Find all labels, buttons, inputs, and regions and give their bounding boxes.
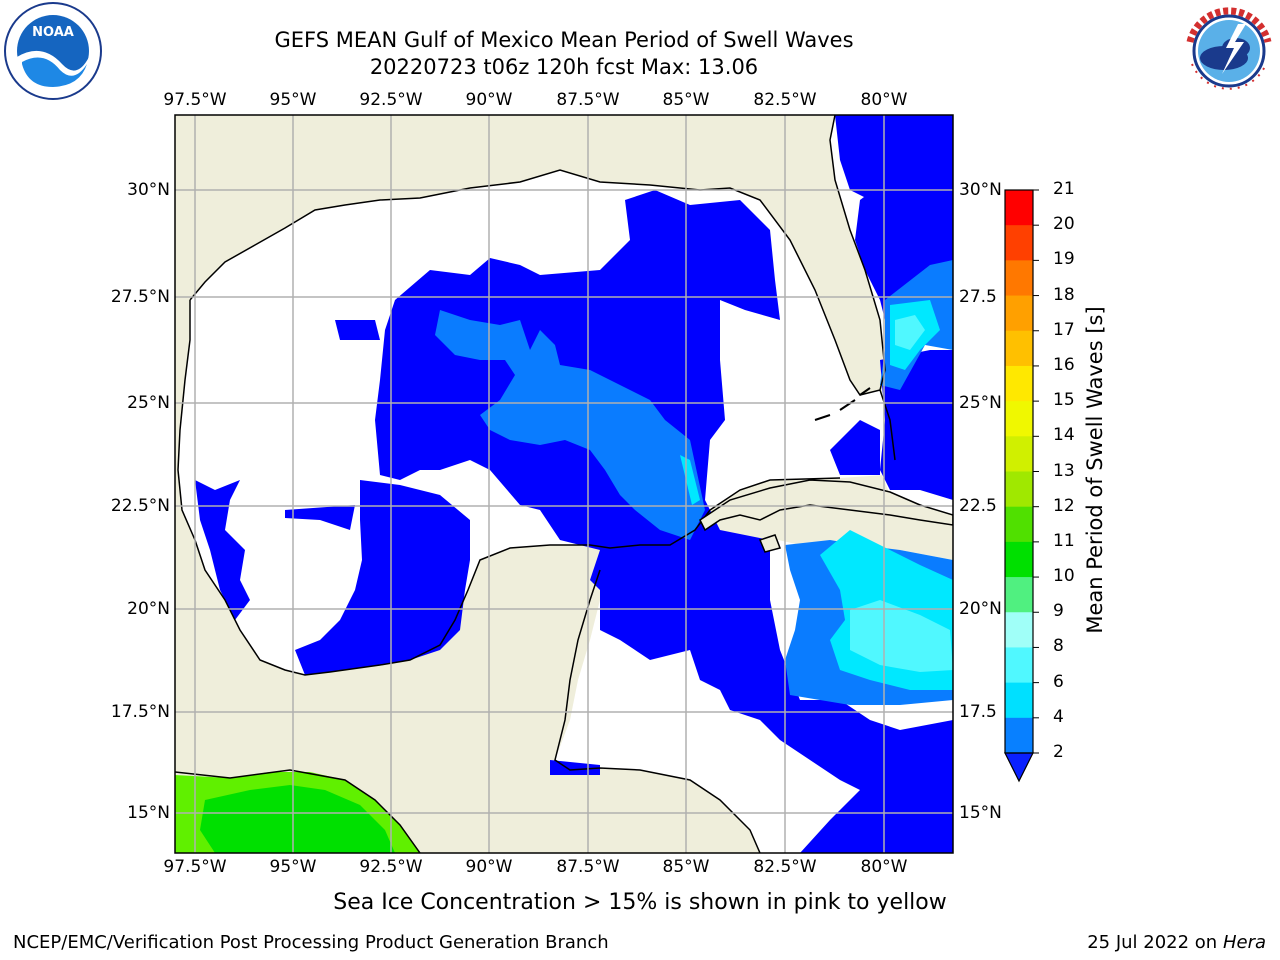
colorbar-tick-label: 19 [1053,249,1075,270]
lat-label-left: 25°N [127,393,170,413]
colorbar-tick-label: 15 [1053,390,1075,411]
swell-cyan-yucatan [680,455,700,505]
lat-label-left: 22.5°N [110,496,170,516]
colorbar-tick-label: 4 [1053,706,1064,727]
lat-label-left: 20°N [127,599,170,619]
colorbar-label: Mean Period of Swell Waves [s] [1083,306,1107,634]
lat-label-right: 30°N [959,180,1002,200]
lon-label-top: 82.5°W [753,90,817,110]
lon-label-top: 97.5°W [163,90,227,110]
map-frame [174,114,954,854]
swell-darkgreen-pacific [200,785,395,853]
colorbar-band [1005,506,1033,543]
colorbar-tick-label: 11 [1053,530,1075,551]
lon-label-bottom: 95°W [269,857,317,877]
colorbar-band [1005,541,1033,578]
swell-blue-atlantic [835,115,953,320]
swell-blue-west [295,480,470,675]
colorbar-band [1005,577,1033,613]
colorbar-band [1005,225,1033,261]
lon-label-bottom: 92.5°W [359,857,423,877]
colorbar-tick-label: 13 [1053,460,1075,481]
lon-label-top: 87.5°W [556,90,620,110]
cuba-outline [699,479,953,532]
colorbar-tick-label: 9 [1053,601,1064,622]
colorbar-band [1005,365,1033,402]
colorbar-tick-label: 12 [1053,495,1075,516]
lat-label-right: 25°N [959,393,1002,413]
lon-label-top: 92.5°W [359,90,423,110]
colorbar-band [1005,295,1033,332]
colorbar-tick-label: 16 [1053,354,1075,375]
colorbar-tick-label: 10 [1053,566,1075,587]
noaa-logo-text: NOAA [32,25,74,40]
sea-ice-note: Sea Ice Concentration > 15% is shown in … [333,890,947,915]
lon-label-bottom: 87.5°W [556,857,620,877]
lat-label-right: 15°N [959,803,1002,823]
colorbar-band [1005,682,1033,719]
lon-label-bottom: 90°W [465,857,513,877]
swell-lightcyan-caribbean [850,600,953,672]
colorbar-tick-label: 6 [1053,671,1064,692]
colorbar-band [1005,612,1033,648]
colorbar-band [1005,647,1033,684]
colorbar-tick-label: 21 [1053,179,1075,199]
lon-label-bottom: 97.5°W [163,857,227,877]
colorbar-extension [1004,752,1034,783]
lat-label-left: 27.5°N [110,287,170,307]
colorbar-band [1005,190,1033,226]
lat-label-left: 15°N [127,803,170,823]
colorbar-band [1005,260,1033,297]
swell-blue-nw [335,320,380,340]
colorbar-tick-label: 2 [1053,742,1064,762]
lat-label-right: 22.5 [959,496,997,516]
lon-label-top: 95°W [269,90,317,110]
lat-label-left: 17.5°N [110,702,170,722]
footer-date: 25 Jul 2022 on [1087,932,1223,953]
lon-label-top: 85°W [662,90,710,110]
lat-label-left: 30°N [127,180,170,200]
colorbar-tick-label: 18 [1053,284,1075,305]
footer-left: NCEP/EMC/Verification Post Processing Pr… [13,932,609,953]
colorbar-band [1005,436,1033,472]
lon-label-bottom: 85°W [662,857,710,877]
footer-host: Hera [1222,932,1266,953]
gridlines [175,115,953,853]
colorbar-band [1005,330,1033,367]
chart-subtitle: 20220723 t06z 120h fcst Max: 13.06 [369,55,759,79]
colorbar-tick-label: 20 [1053,214,1075,235]
colorbar-band [1005,471,1033,508]
swell-blue-yucatan [600,580,650,640]
florida-keys [814,387,871,421]
colorbar-tick-label: 8 [1053,636,1064,657]
footer-right: 25 Jul 2022 on Hera [1087,932,1266,953]
lat-label-right: 27.5 [959,287,997,307]
lon-label-bottom: 80°W [860,857,908,877]
colorbar-tick-label: 14 [1053,425,1075,446]
swell-blue-sw [195,480,250,620]
colorbar-tick-label: 17 [1053,319,1075,340]
colorbar [1004,189,1039,783]
swell-blue-straits [830,420,880,475]
lat-label-right: 17.5 [959,702,997,722]
swell-blue-central [285,505,355,530]
colorbar-band [1005,717,1033,754]
chart-title: GEFS MEAN Gulf of Mexico Mean Period of … [274,28,854,52]
swell-lightcyan-atlantic [895,315,925,350]
lon-label-bottom: 82.5°W [753,857,817,877]
colorbar-band [1005,401,1033,437]
nws-logo [1182,4,1276,98]
lon-label-top: 80°W [860,90,908,110]
lon-label-top: 90°W [465,90,513,110]
swell-medblue-gulf [435,310,705,540]
lat-label-right: 20°N [959,599,1002,619]
noaa-logo: NOAA [4,2,102,100]
isla-de-la-juventud [758,534,781,553]
